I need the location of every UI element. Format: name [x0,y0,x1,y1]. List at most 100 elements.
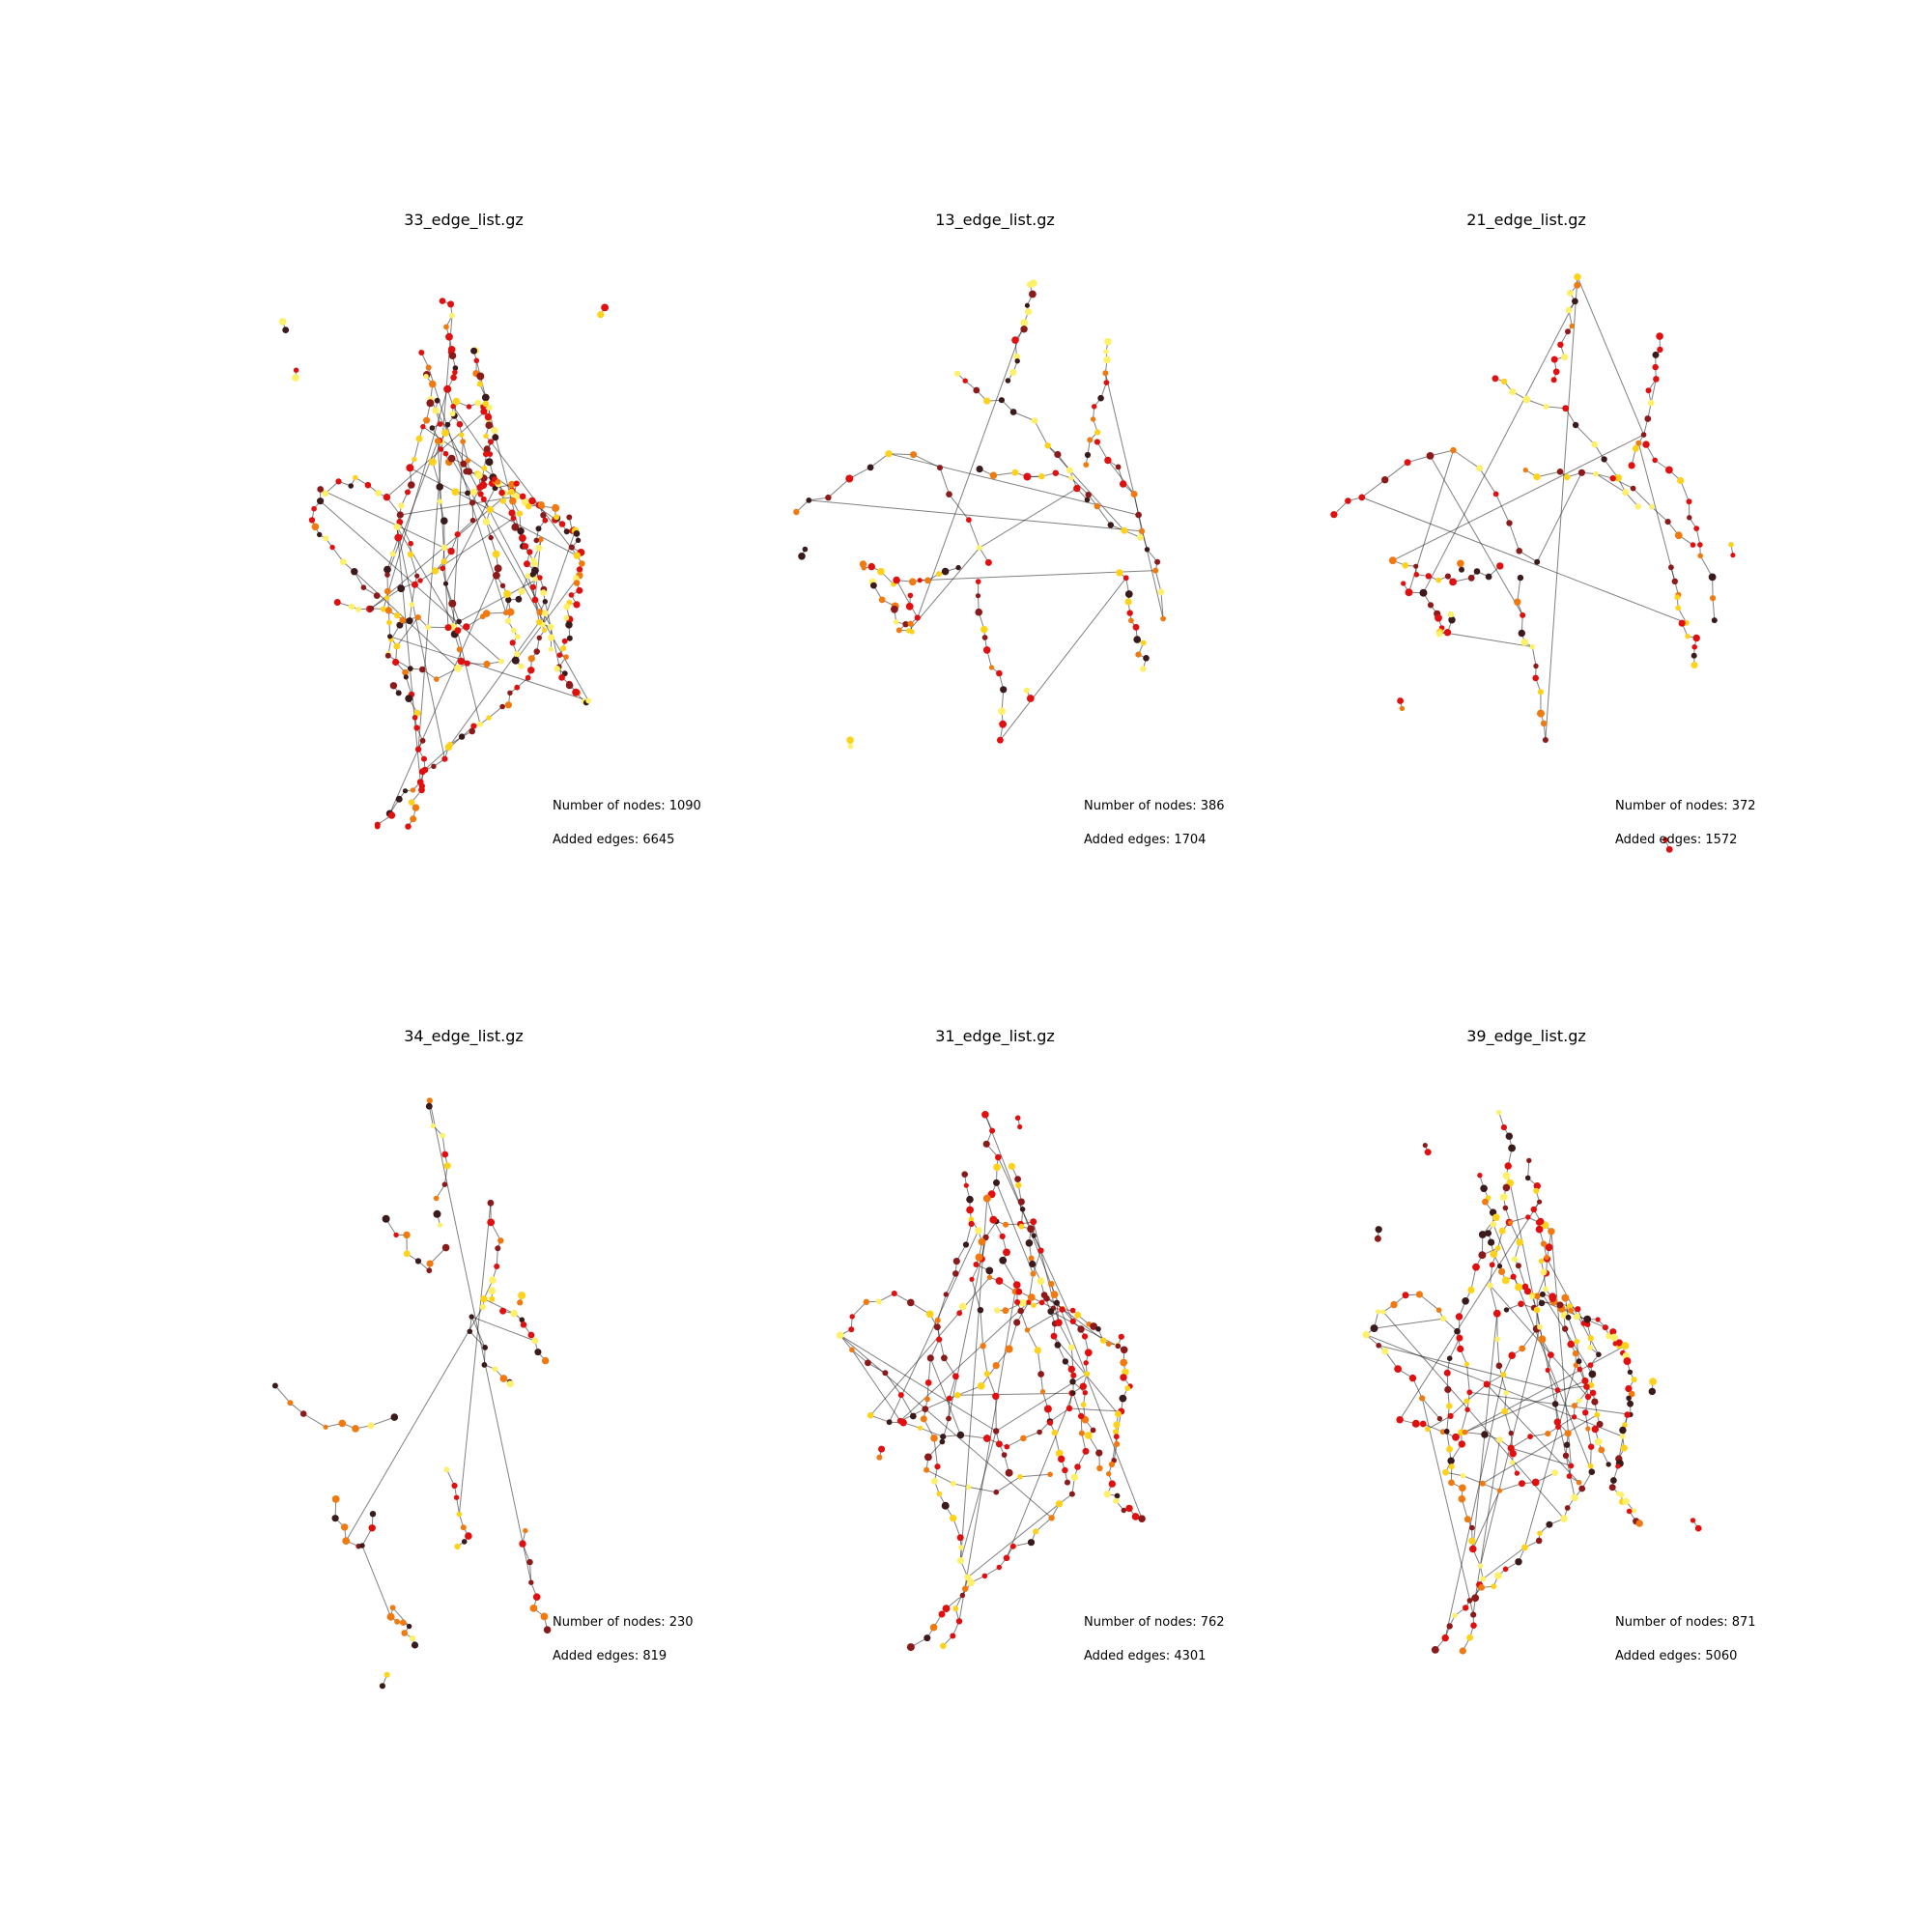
graph-node [1537,1530,1543,1536]
graph-edge [400,496,517,516]
graph-node [401,1630,409,1636]
graph-node [531,1337,539,1345]
graph-node [453,1494,460,1500]
graph-node [1472,1263,1480,1271]
graph-node [494,564,502,573]
graph-node [1444,1385,1452,1394]
graph-node [1488,1238,1495,1246]
graph-node [431,567,440,575]
graph-edge [1453,449,1480,469]
graph-node [849,1347,855,1353]
graph-node [1496,562,1504,570]
graph-node [481,465,488,471]
graph-edge [869,453,890,469]
graph-node [1644,415,1652,422]
graph-node [1622,489,1630,497]
graph-node [995,1277,1004,1285]
graph-edge [878,1293,895,1302]
graph-node [1017,1307,1024,1315]
graph-node [982,1140,990,1148]
graph-node [421,755,427,762]
graph-node [335,478,342,485]
graph-node [1435,577,1442,583]
graph-node [1114,1492,1121,1499]
graph-node [1047,1419,1054,1426]
graph-node [542,610,549,617]
graph-node [946,1395,952,1402]
graph-node [323,535,329,542]
graph-node [560,645,567,652]
graph-node [419,666,426,673]
graph-node [1543,404,1549,410]
graph-node [469,488,477,496]
graph-node [1440,1316,1447,1322]
graph-edge [1495,494,1510,524]
graph-node [488,439,494,445]
graph-node [984,558,992,566]
graph-node [1573,1362,1579,1368]
graph-node [382,1214,390,1223]
graph-node [1122,575,1129,582]
graph-node [1455,1313,1463,1321]
graph-node [1588,1468,1596,1475]
graph-node [369,1511,377,1518]
graph-node [523,1527,528,1534]
graph-edge [354,571,459,669]
graph-edge [1490,1264,1493,1286]
graph-node [520,1321,527,1328]
graph-node [1026,695,1035,702]
graph-node [988,665,995,670]
graph-node [867,464,874,471]
graph-node [1697,542,1703,548]
graph-node [1542,737,1548,743]
graph-node [923,1634,931,1642]
graph-edge [1446,1406,1450,1432]
graph-node [1152,567,1159,574]
graph-node [1068,1491,1075,1497]
graph-edge [984,1114,1143,1520]
graph-node [1626,1395,1632,1402]
graph-node [495,1245,501,1252]
graph-node [1381,1348,1389,1355]
graph-node [1602,1324,1608,1331]
graph-node [1648,1387,1657,1396]
graph-node [1624,1411,1631,1418]
graph-node [953,370,961,377]
graph-node [414,614,421,621]
graph-node [1020,1435,1027,1442]
graph-node [999,720,1007,728]
graph-node [445,332,453,341]
graph-edge [361,1545,392,1617]
graph-edge [1680,480,1690,502]
graph-node [364,481,372,489]
graph-node [1085,492,1092,498]
graph-node [1584,1393,1592,1401]
graph-node [1642,440,1650,448]
graph-node [1596,1420,1604,1428]
graph-node [387,634,393,639]
graph-edge [529,1562,532,1583]
graph-node [1424,1149,1432,1156]
graph-edge [1421,1398,1474,1615]
graph-node [1477,1173,1483,1179]
graph-node [405,695,413,702]
graph-node [1608,1484,1616,1492]
graph-node [1694,1524,1702,1532]
graph-edge [456,1497,460,1515]
graph-node [1691,644,1697,650]
graph-node [1457,1345,1464,1352]
graph-node [1017,1474,1023,1480]
graph-node [1595,1437,1603,1446]
graph-node [897,1392,904,1399]
graph-node [1631,1508,1637,1514]
graph-edge [1444,1374,1504,1638]
graph-node [1097,394,1104,402]
graph-node [1050,1332,1058,1340]
graph-node [1572,298,1578,305]
graph-edge [1595,473,1626,494]
graph-node [1084,497,1091,503]
graph-edge [996,1182,1034,1274]
graph-edge [851,1349,868,1364]
graph-node [1499,1193,1508,1202]
